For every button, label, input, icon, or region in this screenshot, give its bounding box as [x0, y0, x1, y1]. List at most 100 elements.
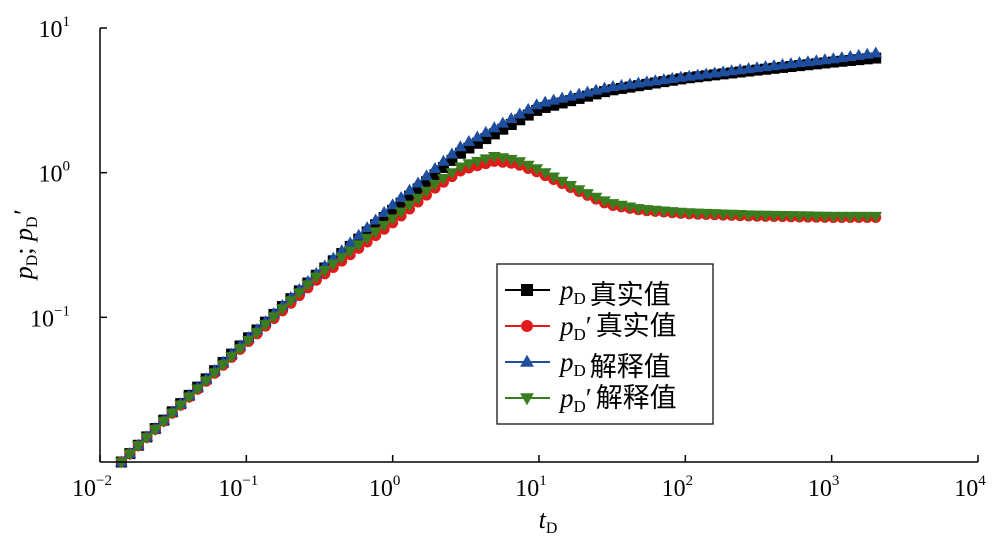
series-point	[725, 209, 738, 221]
series-point	[352, 240, 366, 252]
series-layer	[115, 46, 883, 469]
series-point	[267, 312, 281, 324]
series-point	[140, 433, 154, 445]
series-point	[386, 214, 399, 226]
series-point	[335, 244, 349, 256]
series-point	[411, 176, 425, 188]
x-tick-exp: 2	[686, 473, 694, 489]
series-point	[657, 206, 671, 218]
series-point	[767, 210, 781, 222]
y-label-p1: p	[9, 266, 38, 281]
legend-desc: 真实值	[590, 280, 671, 310]
series-point	[843, 211, 857, 223]
series-point	[589, 192, 603, 204]
y-axis-label: pD; pD′	[9, 210, 41, 281]
series-point	[852, 211, 866, 223]
series-point	[548, 99, 560, 111]
x-tick-label: 10−1	[218, 473, 258, 502]
series-point	[496, 116, 510, 128]
series-point	[869, 211, 883, 223]
y-tick-base: 10	[30, 306, 54, 332]
x-tick-base: 10	[515, 476, 539, 502]
series-point	[301, 280, 315, 292]
series-point	[445, 147, 459, 159]
series-point	[564, 180, 577, 192]
legend-main: p	[558, 383, 574, 413]
series-point	[776, 58, 789, 70]
x-tick-label: 104	[954, 473, 986, 502]
series-point	[326, 259, 340, 271]
y-tick-label: 10−1	[30, 303, 70, 332]
series-point	[454, 140, 467, 152]
series-point	[420, 169, 433, 181]
series-point	[699, 208, 713, 220]
legend-main: p	[558, 347, 574, 377]
series-point	[148, 424, 162, 436]
series-point	[463, 142, 475, 154]
x-tick-exp: 4	[978, 473, 986, 489]
series-point	[505, 118, 517, 130]
series-point	[157, 416, 171, 428]
series-point	[674, 207, 688, 219]
legend-prime: ′	[586, 383, 592, 413]
series-point	[445, 168, 459, 180]
x-label-main: t	[539, 505, 547, 534]
legend-sub: D	[574, 325, 586, 344]
series-point	[360, 221, 374, 233]
series-point	[182, 392, 196, 404]
series-point	[293, 288, 306, 300]
series-point	[708, 209, 722, 221]
series-point	[522, 109, 534, 121]
series-point	[225, 352, 238, 364]
series-point	[420, 186, 433, 198]
series-point	[165, 408, 179, 420]
series-point	[488, 128, 500, 140]
legend-desc: 解释值	[596, 383, 677, 413]
series-point	[352, 228, 366, 240]
series-point	[835, 211, 849, 223]
series-point	[462, 159, 476, 171]
series-point	[572, 185, 586, 197]
series-point	[421, 176, 433, 188]
x-tick-exp: −1	[242, 473, 258, 489]
series-point	[437, 173, 450, 185]
legend-marker	[520, 354, 534, 367]
y-tick-base: 10	[39, 162, 63, 188]
series-point	[403, 200, 416, 212]
series-point	[487, 121, 501, 133]
x-label-sub: D	[546, 520, 558, 537]
series-point	[387, 204, 399, 216]
series-point	[259, 320, 272, 332]
series-point	[810, 211, 823, 223]
series-point	[759, 60, 772, 72]
x-tick-base: 10	[954, 476, 978, 502]
series-point	[343, 246, 357, 258]
x-tick-exp: −2	[96, 473, 112, 489]
x-tick-exp: 3	[832, 473, 840, 489]
y-label-sep: ;	[9, 241, 38, 255]
series-point	[513, 157, 527, 169]
series-point	[860, 211, 874, 223]
series-point	[513, 107, 527, 119]
x-ticks: 10−2 10−1 100 101 102 103 104	[72, 455, 986, 502]
series-point	[521, 102, 535, 114]
series-point	[581, 189, 594, 201]
x-axis-label: tD	[539, 505, 558, 537]
series-point	[682, 208, 696, 220]
legend-sub: D	[574, 361, 586, 380]
legend-marker	[521, 284, 533, 296]
series-point	[750, 61, 764, 73]
y-tick-exp: 1	[63, 14, 71, 30]
legend-sub: D	[574, 397, 586, 416]
series-point	[309, 272, 323, 284]
series-point	[539, 101, 551, 113]
series-point	[801, 211, 815, 223]
series-point	[793, 211, 806, 223]
series-point	[497, 123, 509, 135]
series-point	[216, 360, 230, 372]
x-tick-label: 100	[369, 473, 401, 502]
series-point	[759, 210, 772, 222]
series-point	[640, 205, 654, 217]
series-point	[370, 219, 382, 231]
series-point	[369, 227, 382, 239]
